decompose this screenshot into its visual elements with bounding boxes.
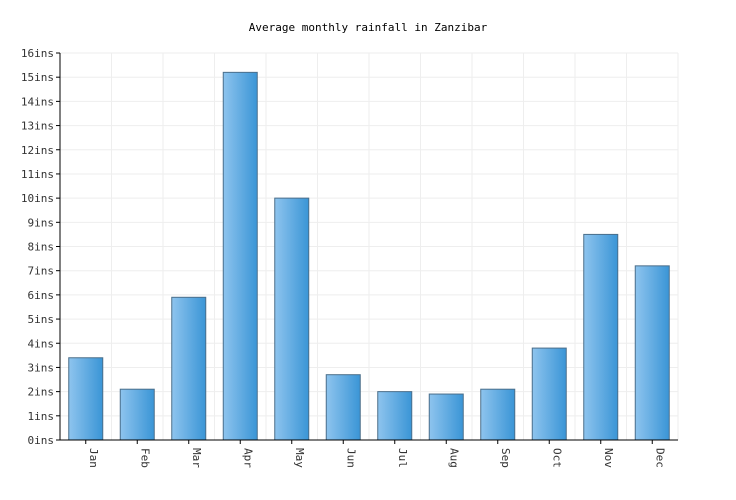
y-tick-label: 4ins <box>28 337 55 350</box>
grid <box>60 52 679 440</box>
y-tick-label: 13ins <box>21 120 54 133</box>
y-tick-label: 1ins <box>28 410 55 423</box>
y-tick-label: 11ins <box>21 168 54 181</box>
x-tick-label-jul: Jul <box>396 448 409 468</box>
y-tick-label: 3ins <box>28 361 55 374</box>
bar-mar <box>171 296 207 441</box>
y-tick-label: 8ins <box>28 241 55 254</box>
bar-aug <box>428 393 464 441</box>
x-tick-label-oct: Oct <box>550 448 563 468</box>
y-tick-label: 12ins <box>21 144 54 157</box>
y-tick-label: 2ins <box>28 386 55 399</box>
bar-sep <box>480 388 516 441</box>
x-tick-label-jan: Jan <box>87 448 100 468</box>
y-tick-label: 0ins <box>28 434 55 447</box>
bar-jun <box>325 374 361 441</box>
x-tick-label-jun: Jun <box>344 448 357 468</box>
bar-oct <box>531 347 567 441</box>
bar-apr <box>222 71 258 441</box>
y-axis-ticks: 0ins 1ins 2ins 3ins 4ins 5ins 6ins 7ins 8ins 9ins… <box>21 47 60 447</box>
x-tick-label-feb: Feb <box>138 448 151 468</box>
bar-jan <box>68 357 104 441</box>
bar-dec <box>634 265 670 441</box>
y-tick-label: 16ins <box>21 47 54 60</box>
y-tick-label: 9ins <box>28 216 55 229</box>
bar-may <box>274 197 310 441</box>
chart-title: Average monthly rainfall in Zanzibar <box>249 21 488 34</box>
bar-nov <box>583 233 619 441</box>
y-tick-label: 5ins <box>28 313 55 326</box>
bar-jul <box>377 391 413 441</box>
x-tick-label-apr: Apr <box>241 448 254 468</box>
x-tick-label-may: May <box>293 448 306 468</box>
y-tick-label: 6ins <box>28 289 55 302</box>
bar-feb <box>119 388 155 441</box>
x-tick-label-nov: Nov <box>602 448 615 468</box>
y-tick-label: 14ins <box>21 95 54 108</box>
x-tick-label-aug: Aug <box>447 448 460 468</box>
x-tick-label-dec: Dec <box>653 448 666 468</box>
y-tick-label: 7ins <box>28 265 55 278</box>
x-axis-ticks: Jan Feb Mar Apr May Jun Jul Aug Sep Oct Nov Dec <box>85 440 666 468</box>
x-tick-label-sep: Sep <box>499 448 512 468</box>
bars <box>68 71 670 441</box>
x-tick-label-mar: Mar <box>190 448 203 468</box>
y-tick-label: 10ins <box>21 192 54 205</box>
y-tick-label: 15ins <box>21 71 54 84</box>
